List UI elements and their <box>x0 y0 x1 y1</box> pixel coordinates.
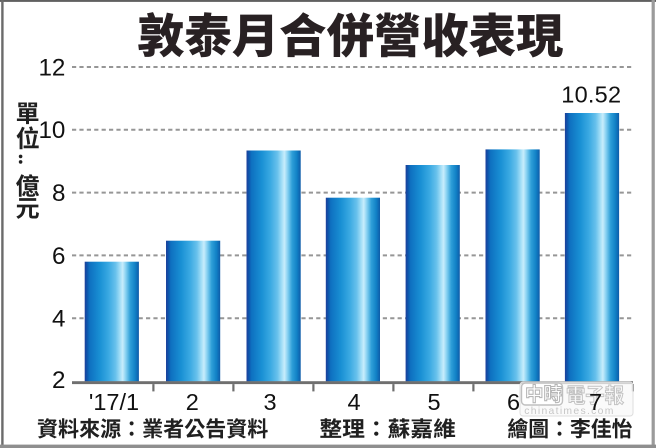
svg-text:7: 7 <box>589 389 602 415</box>
svg-text:12: 12 <box>38 54 65 81</box>
svg-text:2: 2 <box>52 367 65 394</box>
svg-text:6: 6 <box>52 243 65 270</box>
svg-text:5: 5 <box>427 389 440 415</box>
svg-text:8: 8 <box>52 180 65 207</box>
svg-text:6: 6 <box>507 389 520 415</box>
svg-text:10.52: 10.52 <box>561 82 621 108</box>
svg-text:4: 4 <box>347 389 360 415</box>
svg-text:chinatimes.com: chinatimes.com <box>524 406 614 417</box>
svg-text:'17/1: '17/1 <box>89 389 139 415</box>
svg-text:3: 3 <box>263 389 276 415</box>
svg-text:2: 2 <box>186 389 199 415</box>
svg-text:4: 4 <box>52 306 65 333</box>
svg-text:10: 10 <box>38 117 65 144</box>
